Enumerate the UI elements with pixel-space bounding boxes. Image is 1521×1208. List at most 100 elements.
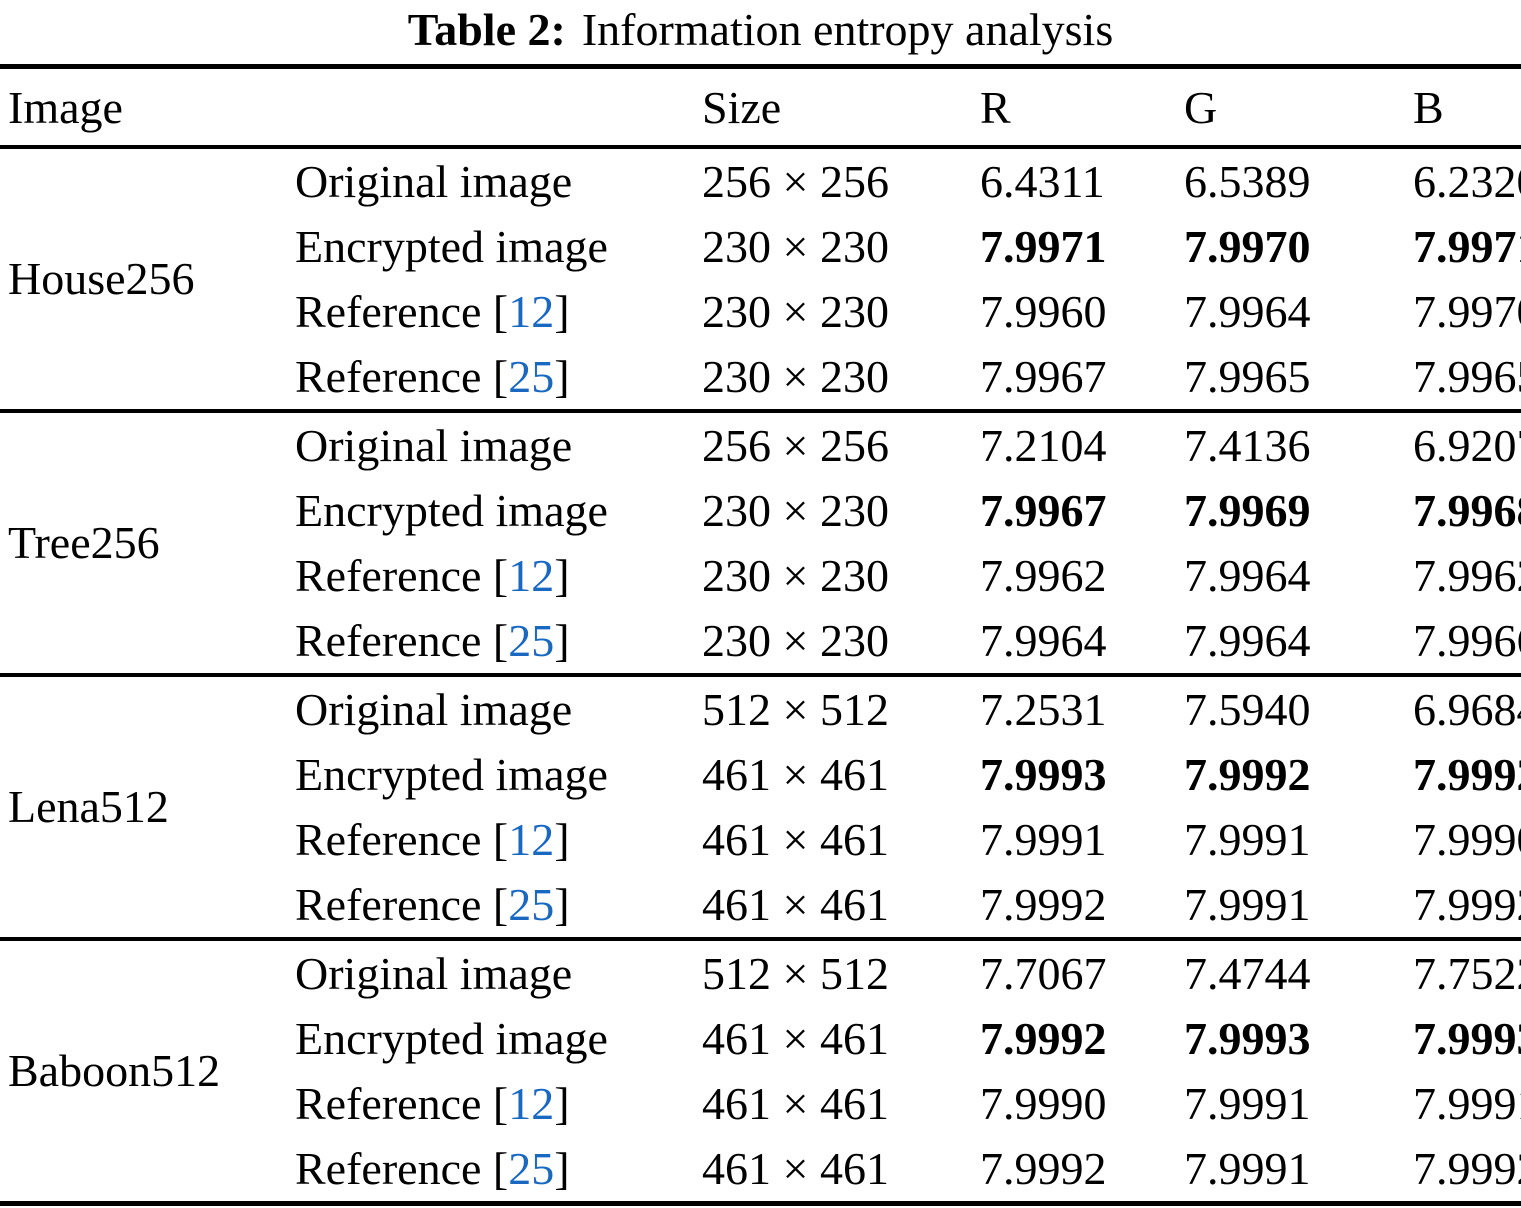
caption-label: Table 2: (407, 4, 566, 55)
size-value: 461 × 461 (702, 748, 889, 800)
r-value: 7.9992 (980, 1142, 1107, 1194)
g-value: 7.4136 (1184, 419, 1311, 471)
column-header-image: Image (8, 81, 123, 133)
g-value: 7.9991 (1184, 878, 1311, 930)
row-type-label: Encrypted image (295, 748, 608, 800)
b-value: 7.9971 (1413, 220, 1521, 272)
row-type-label: Encrypted image (295, 484, 608, 536)
citation-link[interactable]: 25 (508, 878, 555, 930)
b-value: 7.9992 (1413, 878, 1521, 930)
column-header-size: Size (702, 81, 782, 133)
header-row: Image Size R G B (0, 67, 1521, 148)
table-row: Reference [25] 230 × 230 7.9967 7.9965 7… (0, 344, 1521, 411)
group-house256: House256 Original image 256 × 256 6.4311… (0, 147, 1521, 411)
g-value: 7.9964 (1184, 285, 1311, 337)
r-value: 7.2104 (980, 419, 1107, 471)
group-lena512: Lena512 Original image 512 × 512 7.2531 … (0, 675, 1521, 939)
row-type-label: Reference [25] (295, 614, 570, 666)
b-value: 7.9991 (1413, 1077, 1521, 1129)
table-row: Reference [25] 461 × 461 7.9992 7.9991 7… (0, 872, 1521, 939)
b-value: 7.9990 (1413, 813, 1521, 865)
row-type-label: Reference [25] (295, 1142, 570, 1194)
citation-link[interactable]: 25 (508, 1142, 555, 1194)
row-type-label: Reference [25] (295, 350, 570, 402)
table-row: House256 Original image 256 × 256 6.4311… (0, 147, 1521, 302)
table-row: Encrypted image 461 × 461 7.9993 7.9992 … (0, 742, 1521, 807)
g-value: 7.9969 (1184, 484, 1311, 536)
citation-link[interactable]: 12 (508, 813, 555, 865)
g-value: 7.5940 (1184, 683, 1311, 735)
b-value: 7.9970 (1413, 285, 1521, 337)
size-value: 230 × 230 (702, 220, 889, 272)
r-value: 7.7067 (980, 947, 1107, 999)
row-type-label: Encrypted image (295, 220, 608, 272)
row-type-label: Original image (295, 947, 573, 999)
table-row: Reference [12] 230 × 230 7.9960 7.9964 7… (0, 279, 1521, 344)
table-row: Encrypted image 461 × 461 7.9992 7.9993 … (0, 1006, 1521, 1071)
entropy-table: Image Size R G B House256 Original image… (0, 64, 1521, 1206)
row-type-label: Reference [12] (295, 1077, 570, 1129)
b-value: 7.9965 (1413, 350, 1521, 402)
b-value: 7.9966 (1413, 614, 1521, 666)
column-header-b: B (1413, 81, 1444, 133)
table-row: Reference [25] 461 × 461 7.9992 7.9991 7… (0, 1136, 1521, 1204)
group-baboon512: Baboon512 Original image 512 × 512 7.706… (0, 939, 1521, 1204)
table-caption: Table 2: Information entropy analysis (0, 0, 1521, 56)
g-value: 7.9992 (1184, 748, 1311, 800)
b-value: 7.9992 (1413, 748, 1521, 800)
r-value: 7.9992 (980, 878, 1107, 930)
citation-link[interactable]: 25 (508, 350, 555, 402)
citation-link[interactable]: 12 (508, 1077, 555, 1129)
g-value: 7.4744 (1184, 947, 1311, 999)
table-row: Lena512 Original image 512 × 512 7.2531 … (0, 675, 1521, 830)
size-value: 230 × 230 (702, 549, 889, 601)
size-value: 461 × 461 (702, 1142, 889, 1194)
size-value: 230 × 230 (702, 350, 889, 402)
g-value: 7.9970 (1184, 220, 1311, 272)
image-name: Tree256 (8, 517, 160, 568)
row-type-label: Reference [12] (295, 549, 570, 601)
caption-text: Information entropy analysis (581, 4, 1114, 55)
g-value: 7.9991 (1184, 813, 1311, 865)
r-value: 6.4311 (980, 155, 1105, 207)
table-row: Tree256 Original image 256 × 256 7.2104 … (0, 411, 1521, 566)
row-type-label: Reference [12] (295, 813, 570, 865)
g-value: 6.5389 (1184, 155, 1311, 207)
g-value: 7.9964 (1184, 549, 1311, 601)
size-value: 230 × 230 (702, 614, 889, 666)
b-value: 7.9992 (1413, 1142, 1521, 1194)
g-value: 7.9993 (1184, 1012, 1311, 1064)
size-value: 461 × 461 (702, 1077, 889, 1129)
r-value: 7.9960 (980, 285, 1107, 337)
g-value: 7.9965 (1184, 350, 1311, 402)
table-row: Reference [12] 461 × 461 7.9990 7.9991 7… (0, 1071, 1521, 1136)
size-value: 230 × 230 (702, 285, 889, 337)
citation-link[interactable]: 12 (508, 549, 555, 601)
g-value: 7.9964 (1184, 614, 1311, 666)
table-row: Baboon512 Original image 512 × 512 7.706… (0, 939, 1521, 1093)
b-value: 7.9962 (1413, 549, 1521, 601)
r-value: 7.9993 (980, 748, 1107, 800)
b-value: 6.9684 (1413, 683, 1521, 735)
size-value: 512 × 512 (702, 947, 889, 999)
citation-link[interactable]: 12 (508, 285, 555, 337)
r-value: 7.9967 (980, 350, 1107, 402)
size-value: 461 × 461 (702, 1012, 889, 1064)
column-header-r: R (980, 81, 1011, 133)
row-type-label: Original image (295, 155, 573, 207)
table-row: Encrypted image 230 × 230 7.9971 7.9970 … (0, 214, 1521, 279)
row-type-label: Reference [25] (295, 878, 570, 930)
size-value: 512 × 512 (702, 683, 889, 735)
table-row: Reference [25] 230 × 230 7.9964 7.9964 7… (0, 608, 1521, 675)
r-value: 7.9967 (980, 484, 1107, 536)
table-row: Encrypted image 230 × 230 7.9967 7.9969 … (0, 478, 1521, 543)
size-value: 256 × 256 (702, 155, 889, 207)
row-type-label: Original image (295, 419, 573, 471)
image-name: House256 (8, 253, 195, 304)
b-value: 6.2320 (1413, 155, 1521, 207)
row-type-label: Reference [12] (295, 285, 570, 337)
citation-link[interactable]: 25 (508, 614, 555, 666)
r-value: 7.9962 (980, 549, 1107, 601)
b-value: 7.9968 (1413, 484, 1521, 536)
r-value: 7.2531 (980, 683, 1107, 735)
